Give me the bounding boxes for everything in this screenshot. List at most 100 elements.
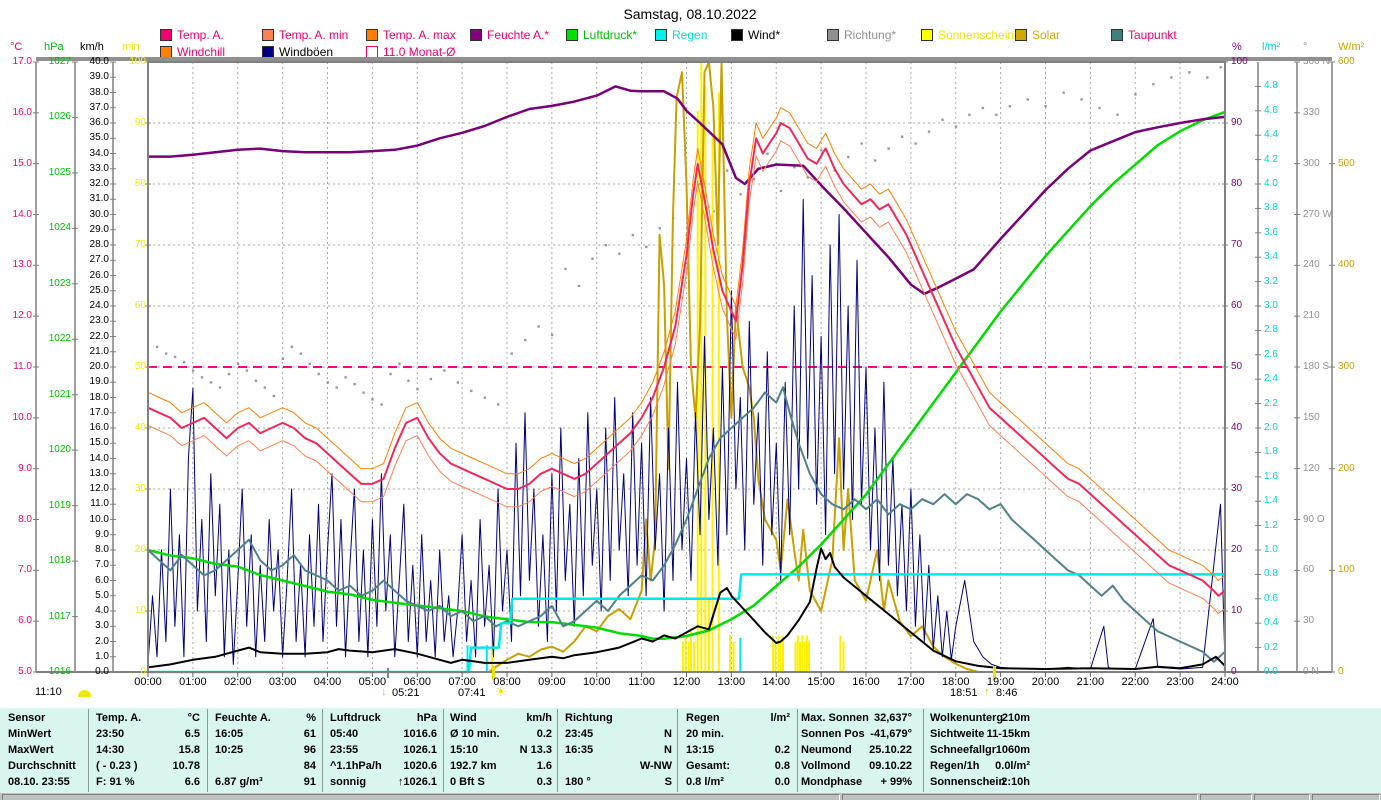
series-richtung-dot [326, 381, 329, 384]
table-info-label: Sonnenschein [930, 776, 1006, 788]
axis-tick-label-W/m²: 100 [1338, 564, 1355, 576]
axis-tick-label-l/m²: 0.2 [1264, 641, 1278, 653]
table-col-unit: hPa [416, 712, 437, 724]
axis-tick-label-W/m²: 300 [1338, 361, 1355, 372]
axis-tick-label-km/h: 22.0 [89, 330, 109, 342]
series-richtung-dot [604, 244, 608, 247]
status-bar-panel [1312, 794, 1380, 800]
axis-tick-label-°: 240 [1303, 259, 1320, 271]
table-col-header: Luftdruck [330, 712, 381, 724]
axis-tick-label-km/h: 8.0 [95, 544, 109, 555]
legend-item-sonnenschein: Sonnenschein [921, 28, 1014, 42]
chart-top-rail [36, 57, 1332, 61]
table-cell-value: N [664, 728, 672, 740]
moon-up-icon: ↑ [984, 686, 990, 698]
legend-label: Richtung* [844, 28, 897, 42]
status-bar-panel [842, 794, 1198, 800]
table-cell-label: 20 min. [686, 728, 724, 740]
axis-tick-label-km/h: 4.0 [95, 605, 109, 616]
table-cell-label: 15:10 [450, 744, 479, 756]
axis-tick-label-l/m²: 2.6 [1264, 348, 1278, 360]
axis-tick-label-km/h: 10.0 [89, 513, 109, 525]
legend-swatch [262, 29, 274, 41]
table-cell-value: 1.6 [536, 760, 552, 772]
table-cell-label: ^1.1hPa/h [330, 760, 382, 772]
sunrise-axis-tick [492, 666, 495, 680]
table-divider [797, 709, 798, 792]
axis-unit-l/m²: l/m² [1262, 41, 1281, 53]
axis-tick-label-l/m²: 4.8 [1264, 80, 1278, 92]
status-bar-panel [1200, 794, 1252, 800]
x-axis-label: 18:00 [941, 676, 970, 688]
axis-tick-label-°: 120 [1303, 462, 1320, 474]
series-richtung-dot [263, 386, 267, 389]
axis-tick-label-°C: 10.0 [12, 411, 32, 423]
axis-tick-label-l/m²: 3.4 [1264, 251, 1278, 263]
axis-tick-label-km/h: 2.0 [95, 635, 109, 647]
table-info-value: 09.10.22 [869, 760, 912, 772]
axis-tick-label-min: 100 [129, 56, 146, 67]
axis-tick-label-l/m²: 3.0 [1264, 300, 1278, 311]
series-richtung-dot [389, 372, 392, 376]
axis-tick-label-l/m²: 1.6 [1264, 470, 1278, 482]
sunrise-time: 07:41 [458, 687, 486, 699]
table-info-label: Schneefallgr [930, 744, 997, 756]
table-divider [88, 709, 89, 792]
sunset-axis-tick [993, 666, 996, 680]
table-cell-label: 180 ° [565, 776, 591, 788]
series-richtung-dot [353, 382, 356, 386]
table-info-value: 32,637° [873, 712, 912, 724]
series-richtung-dot [483, 396, 486, 399]
series-richtung-dot [645, 245, 648, 249]
legend-swatch [366, 29, 378, 41]
series-richtung-dot [766, 152, 769, 155]
axis-tick-label-km/h: 9.0 [95, 528, 109, 540]
table-cell-value: 1020.6 [403, 760, 437, 772]
axis-tick-label-km/h: 5.0 [95, 589, 109, 601]
table-col-header: Wind [450, 712, 477, 724]
series-richtung-dot [1206, 76, 1209, 79]
series-richtung-dot [407, 379, 410, 382]
table-divider [207, 709, 208, 792]
table-cell-label: sonnig [330, 776, 367, 788]
axis-tick-label-min: 20 [134, 544, 146, 555]
axis-tick-label-min: 50 [134, 361, 146, 372]
series-richtung-dot [860, 142, 863, 145]
series-richtung-dot [712, 210, 715, 213]
axis-tick-label-°C: 8.0 [18, 513, 32, 525]
x-axis-label: 08:00 [493, 676, 521, 688]
axis-tick-label-km/h: 12.0 [89, 483, 109, 494]
axis-tick-label-km/h: 16.0 [89, 422, 109, 433]
legend-label: Taupunkt [1128, 28, 1177, 42]
table-cell-label: 0 Bft S [450, 776, 485, 788]
axis-tick-label-hPa: 1025 [48, 166, 71, 178]
x-axis-label: 03:00 [268, 676, 297, 688]
table-cell-label: F: 91 % [96, 776, 135, 788]
axis-tick-label-km/h: 6.0 [95, 574, 109, 586]
series-richtung-dot [537, 325, 540, 328]
table-info-label: Max. Sonnen [801, 712, 869, 724]
axis-tick-label-km/h: 31.0 [89, 193, 109, 205]
axis-tick-label-km/h: 34.0 [89, 147, 109, 159]
series-richtung-dot [218, 386, 222, 389]
axis-tick-label-°: 180 S [1303, 361, 1330, 372]
axis-tick-label-km/h: 21.0 [89, 345, 109, 357]
legend-label: Luftdruck* [583, 28, 638, 42]
sun-icon [78, 690, 91, 697]
axis-tick-label-l/m²: 1.2 [1264, 519, 1278, 531]
sunrise-sun-icon: ☀ [495, 684, 507, 699]
series-richtung-dot [245, 369, 249, 372]
axis-tick-label-hPa: 1026 [48, 111, 71, 123]
axis-tick-label-°: 60 [1303, 564, 1315, 576]
table-cell-label: ( - 0.23 ) [96, 760, 138, 772]
axis-tick-label-hPa: 1019 [48, 499, 71, 511]
table-cell-label: 23:45 [565, 728, 594, 740]
series-richtung-dot [1062, 91, 1065, 94]
x-axis-label: 00:00 [134, 676, 162, 688]
series-richtung-dot [873, 159, 877, 162]
table-cell-value: N [664, 744, 672, 756]
legend-label: Feuchte A.* [487, 28, 550, 42]
series-richtung-dot [1219, 66, 1222, 69]
x-axis-label: 07:00 [448, 676, 476, 688]
